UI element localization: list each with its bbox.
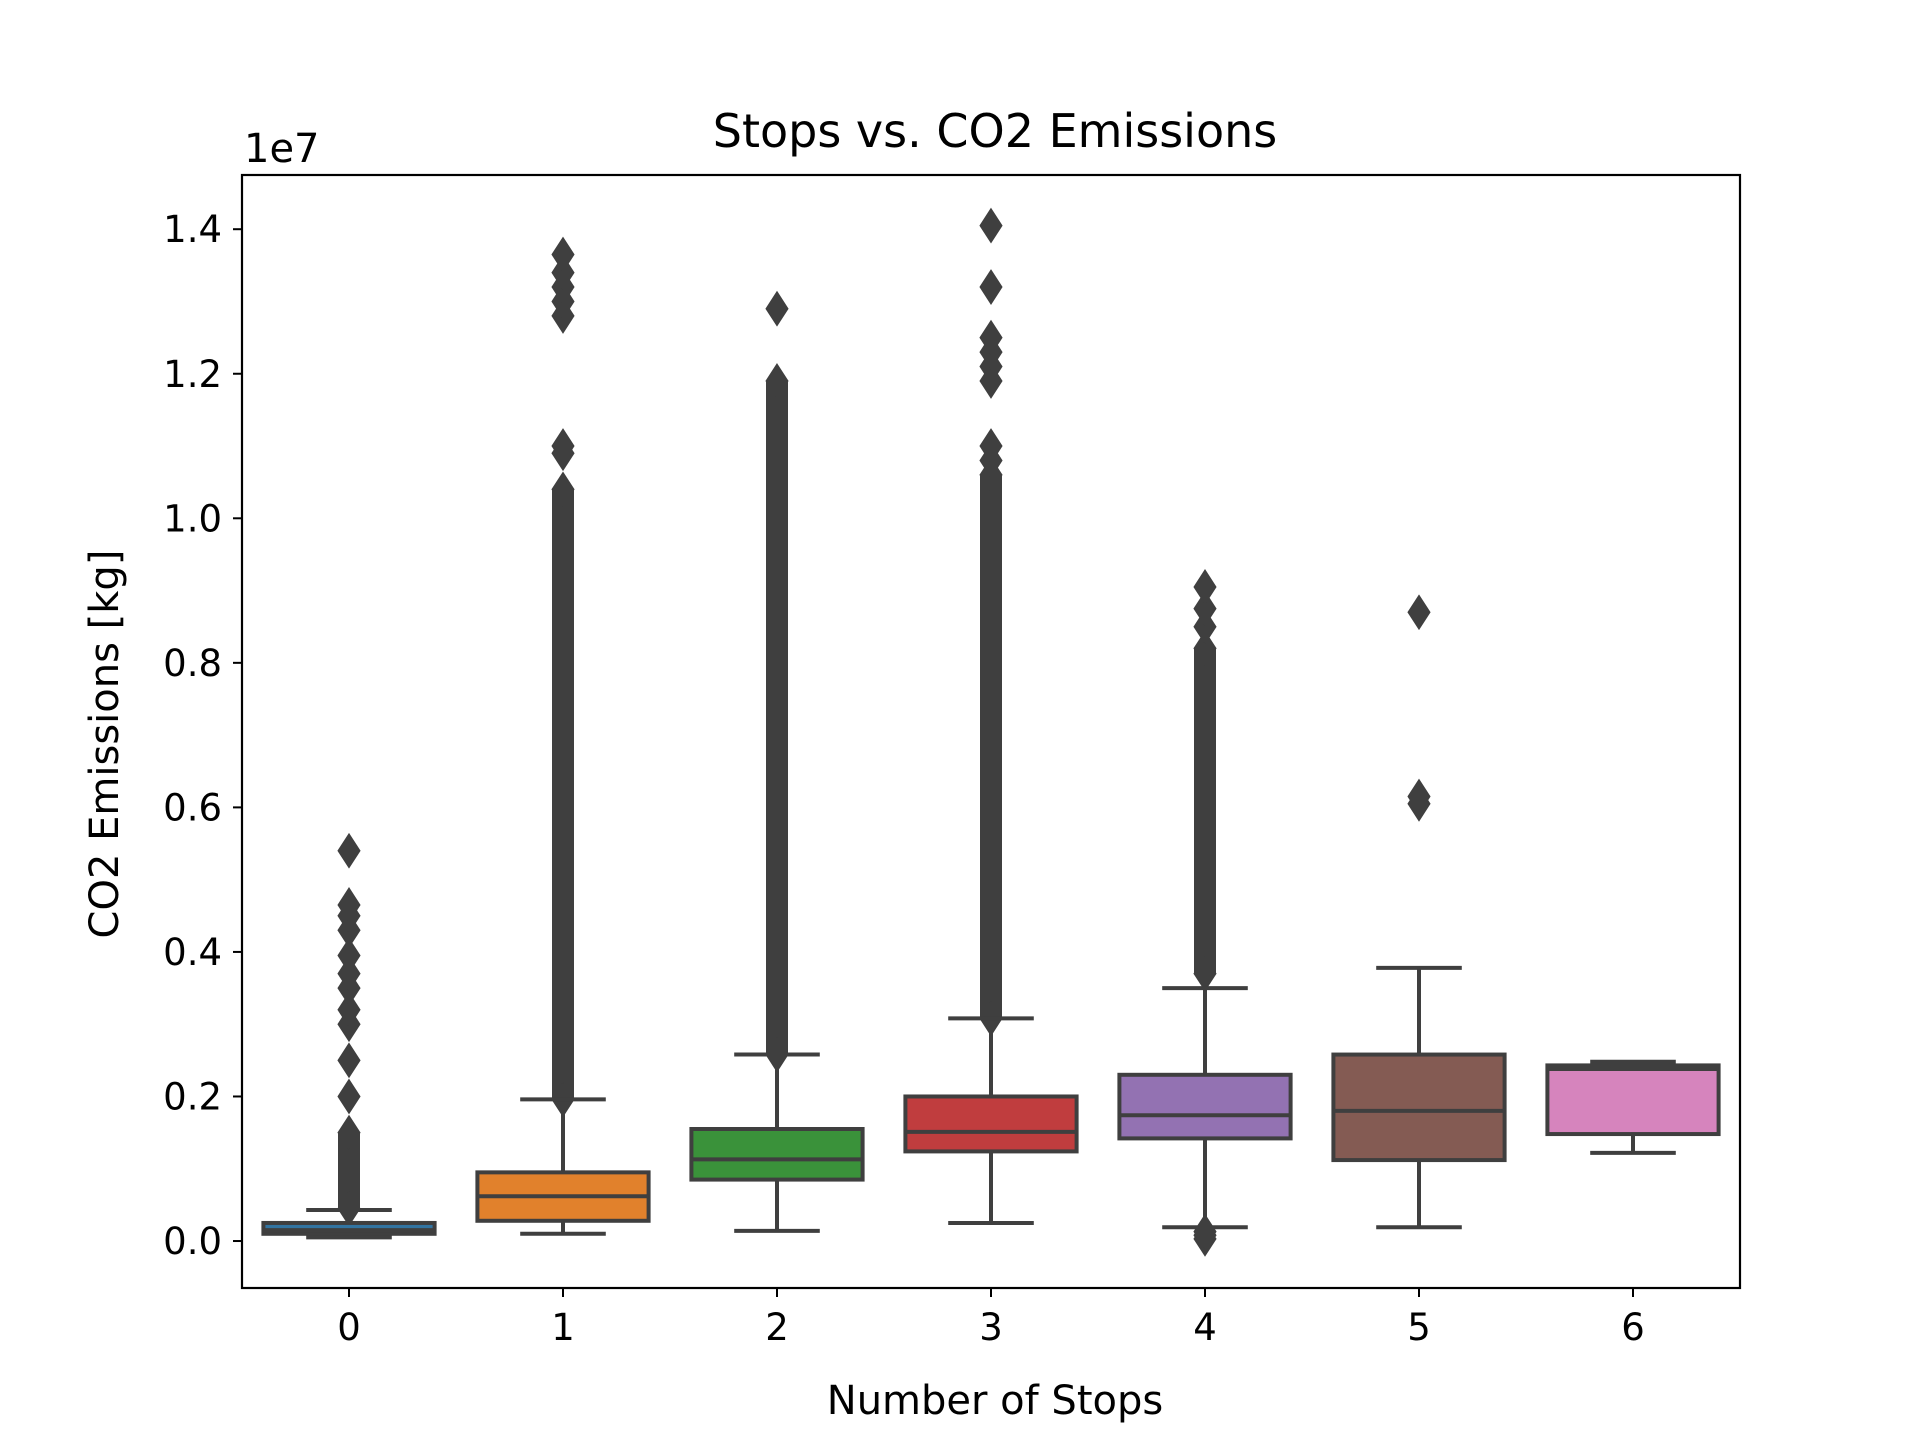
x-tick-label: 4 [1193,1306,1217,1349]
box-group-1 [475,236,651,1236]
outlier-point [1193,569,1217,605]
outlier-point [551,236,575,273]
x-tick-label: 2 [765,1306,789,1349]
x-tick-label: 0 [337,1306,361,1349]
y-tick-label: 0.4 [163,931,222,974]
y-offset-label: 1e7 [244,126,320,172]
box-group-2 [689,290,865,1233]
outlier-point [337,991,361,1028]
outlier-point [551,471,575,508]
y-axis-label: CO2 Emissions [kg] [82,550,128,939]
axes: 0.0 0.2 0.4 0.6 0.8 1.0 1.2 1.4 0 1 2 3 4 5 6 [163,173,1742,1349]
chart-title: Stops vs. CO2 Emissions [713,104,1277,158]
box-iqr [1331,1052,1507,1163]
box-iqr [1117,1072,1293,1141]
outlier-cluster [338,1132,360,1209]
outlier-point [1193,630,1217,667]
outlier-point [337,955,361,992]
outlier-point [765,363,789,399]
outlier-point [979,319,1003,356]
y-tick-label: 1.0 [163,497,222,540]
outlier-point [551,428,575,464]
box-group-5 [1331,594,1507,1230]
outlier-point [337,1042,361,1079]
box-group-0 [261,832,437,1240]
outlier-point [1193,608,1217,645]
x-tick-label: 6 [1621,1306,1645,1349]
box-group-4 [1117,569,1293,1257]
outlier-cluster [980,474,1002,1019]
y-tick-label: 1.4 [163,208,222,251]
outlier-cluster [1194,648,1216,974]
outlier-point [337,1114,361,1151]
outlier-point [337,887,361,923]
box-iqr [689,1127,865,1182]
box-group-6 [1545,1059,1721,1155]
outlier-point [551,254,575,291]
x-tick-label: 3 [979,1306,1003,1349]
outlier-point [1193,590,1217,627]
outlier-point [337,937,361,974]
plot-area [261,207,1721,1257]
outlier-cluster [766,380,788,1055]
x-axis-label: Number of Stops [827,1378,1163,1424]
outlier-point [765,290,789,327]
outlier-point [1193,1213,1217,1250]
outlier-cluster [552,489,574,1100]
box-iqr [1545,1063,1721,1137]
y-tick-label: 0.0 [163,1220,222,1263]
y-tick-label: 1.2 [163,353,222,396]
outlier-point [337,1078,361,1115]
outlier-point [979,428,1003,464]
y-tick-label: 0.8 [163,642,222,685]
outlier-point [979,269,1003,305]
box-iqr [903,1094,1079,1154]
y-tick-label: 0.2 [163,1075,222,1118]
outlier-point [1407,594,1431,631]
outlier-point [1407,778,1431,815]
box-group-3 [903,207,1079,1225]
y-tick-label: 0.6 [163,786,222,829]
outlier-point [337,832,361,869]
outlier-point [979,207,1003,244]
x-tick-label: 5 [1407,1306,1431,1349]
x-tick-label: 1 [551,1306,575,1349]
